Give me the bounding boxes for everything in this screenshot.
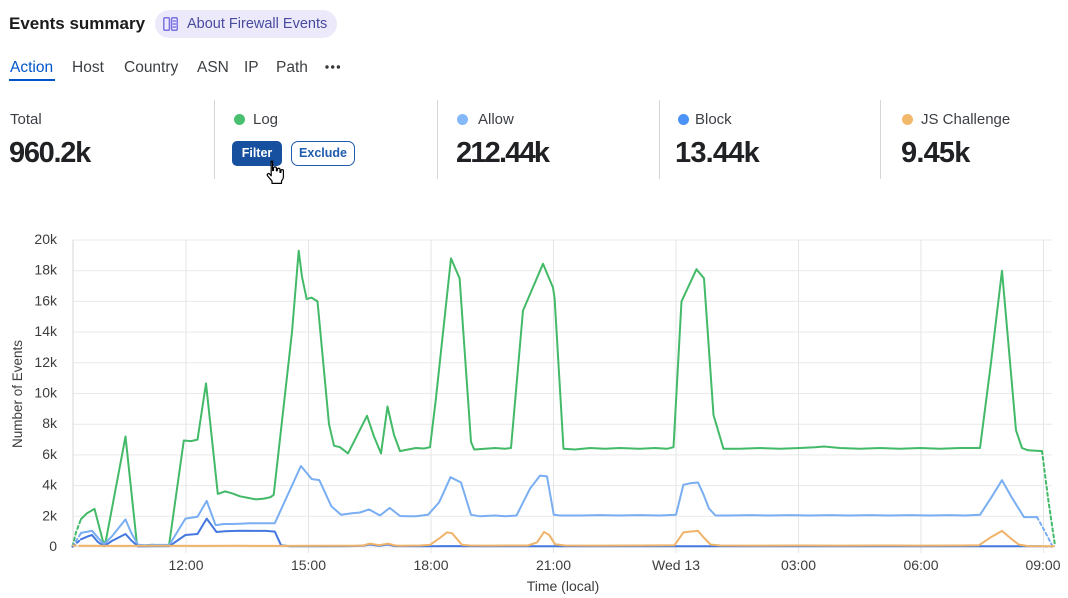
svg-text:Wed 13: Wed 13 xyxy=(652,557,700,573)
svg-text:12k: 12k xyxy=(34,354,58,370)
svg-text:Time (local): Time (local) xyxy=(527,578,600,594)
svg-text:2k: 2k xyxy=(42,507,58,523)
svg-text:03:00: 03:00 xyxy=(781,557,816,573)
svg-text:6k: 6k xyxy=(42,446,58,462)
svg-text:8k: 8k xyxy=(42,415,58,431)
svg-text:12:00: 12:00 xyxy=(168,557,203,573)
svg-text:14k: 14k xyxy=(34,323,58,339)
svg-text:Number of Events: Number of Events xyxy=(10,340,25,448)
svg-text:15:00: 15:00 xyxy=(291,557,326,573)
svg-text:18:00: 18:00 xyxy=(413,557,448,573)
svg-text:06:00: 06:00 xyxy=(903,557,938,573)
svg-text:18k: 18k xyxy=(34,262,58,278)
svg-text:20k: 20k xyxy=(34,231,58,247)
svg-text:21:00: 21:00 xyxy=(536,557,571,573)
svg-text:4k: 4k xyxy=(42,477,58,493)
svg-text:10k: 10k xyxy=(34,385,58,401)
svg-text:0: 0 xyxy=(49,538,57,554)
svg-text:16k: 16k xyxy=(34,292,58,308)
svg-text:09:00: 09:00 xyxy=(1025,557,1060,573)
